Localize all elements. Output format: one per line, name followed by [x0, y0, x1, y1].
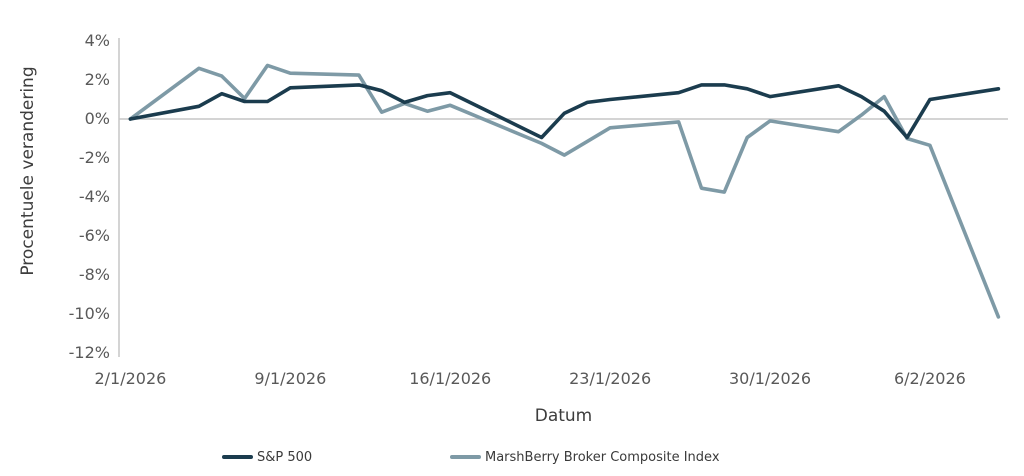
- x-tick-label: 23/1/2026: [569, 369, 652, 388]
- y-tick-label: 0%: [84, 109, 110, 128]
- x-tick-label: 30/1/2026: [728, 369, 812, 388]
- sp500-legend-swatch: [222, 455, 253, 459]
- y-tick-label: -6%: [78, 226, 110, 245]
- legend-item-marshberry: MarshBerry Broker Composite Index: [450, 449, 720, 465]
- x-tick-label: 16/1/2026: [409, 369, 492, 388]
- y-tick-label: 2%: [84, 70, 110, 89]
- y-tick-label: -4%: [78, 187, 110, 206]
- x-axis-title: Datum: [534, 406, 593, 426]
- sp500-line: [128, 83, 1001, 140]
- marshberry-legend-swatch: [450, 455, 481, 459]
- sp500-legend-label: S&P 500: [257, 449, 313, 465]
- y-tick-label: -12%: [68, 343, 110, 362]
- x-tick-label: 9/1/2026: [254, 369, 327, 388]
- y-tick-label: -8%: [78, 265, 110, 284]
- y-axis-title: Procentuele verandering: [18, 66, 38, 276]
- marshberry-line: [128, 63, 1001, 319]
- legend-item-sp500: S&P 500: [222, 449, 312, 465]
- y-tick-label: 4%: [84, 31, 110, 50]
- y-tick-label: -2%: [78, 148, 110, 167]
- marshberry-legend-label: MarshBerry Broker Composite Index: [485, 449, 720, 465]
- x-tick-label: 6/2/2026: [893, 369, 966, 388]
- y-tick-label: -10%: [68, 304, 110, 323]
- x-tick-label: 2/1/2026: [94, 369, 167, 388]
